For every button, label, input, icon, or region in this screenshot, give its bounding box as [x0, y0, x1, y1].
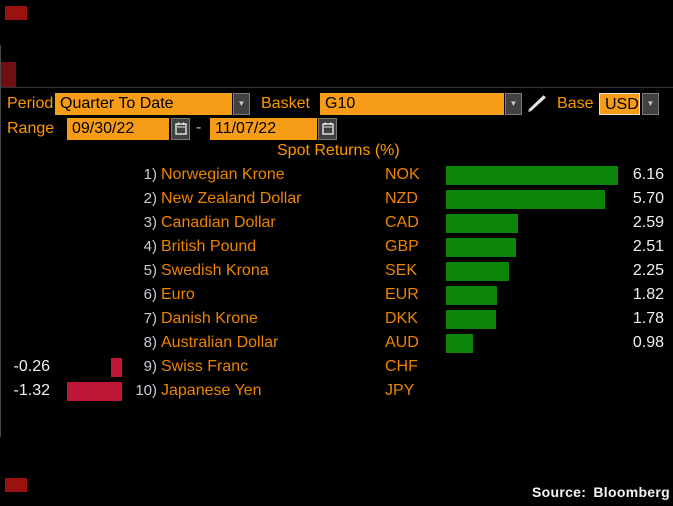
basket-select[interactable]: G10	[320, 93, 504, 115]
return-bar	[67, 382, 122, 401]
base-dropdown-arrow-icon[interactable]: ▼	[642, 93, 659, 115]
currency-name: British Pound	[161, 238, 257, 255]
return-value: 2.51	[632, 238, 664, 255]
base-label: Base	[557, 95, 594, 112]
currency-name: Swedish Krona	[161, 262, 269, 279]
row-number: 2)	[143, 190, 157, 207]
currency-code: CAD	[385, 214, 419, 231]
currency-code: GBP	[385, 238, 419, 255]
return-value: 1.78	[632, 310, 664, 327]
currency-name: Japanese Yen	[161, 382, 262, 399]
currency-code: NZD	[385, 190, 418, 207]
return-value: 0.98	[632, 334, 664, 351]
currency-row[interactable]: 10) Japanese Yen JPY -1.32	[0, 381, 673, 403]
currency-code: NOK	[385, 166, 420, 183]
period-label: Period	[7, 95, 54, 112]
currency-row[interactable]: 8) Australian Dollar AUD 0.98	[0, 333, 673, 355]
row-number: 4)	[143, 238, 157, 255]
currency-name: New Zealand Dollar	[161, 190, 302, 207]
currency-row[interactable]: 6) Euro EUR 1.82	[0, 285, 673, 307]
return-value: -1.32	[13, 382, 50, 399]
base-select[interactable]: USD	[599, 93, 640, 115]
currency-row[interactable]: 3) Canadian Dollar CAD 2.59	[0, 213, 673, 235]
period-dropdown-arrow-icon[interactable]: ▼	[233, 93, 250, 115]
currency-row[interactable]: 1) Norwegian Krone NOK 6.16	[0, 165, 673, 187]
currency-name: Danish Krone	[161, 310, 258, 327]
row-number: 8)	[143, 334, 157, 351]
row-number: 10)	[135, 382, 157, 399]
row-number: 7)	[143, 310, 157, 327]
return-bar	[446, 214, 518, 233]
return-value: 6.16	[632, 166, 664, 183]
range-start-input[interactable]: 09/30/22	[67, 118, 169, 140]
range-end-calendar-icon[interactable]	[318, 118, 337, 140]
currency-code: DKK	[385, 310, 418, 327]
range-separator: -	[196, 119, 202, 136]
terminal-red-marker-middle	[0, 62, 16, 87]
row-number: 5)	[143, 262, 157, 279]
range-start-calendar-icon[interactable]	[171, 118, 190, 140]
row-number: 9)	[143, 358, 157, 375]
return-bar	[446, 262, 509, 281]
return-bar	[446, 286, 497, 305]
row-number: 3)	[143, 214, 157, 231]
edit-pencil-icon[interactable]	[525, 93, 551, 120]
range-end-input[interactable]: 11/07/22	[210, 118, 317, 140]
currency-name: Australian Dollar	[161, 334, 279, 351]
currency-code: EUR	[385, 286, 419, 303]
range-label: Range	[7, 120, 55, 137]
currency-code: SEK	[385, 262, 418, 279]
return-bar	[111, 358, 122, 377]
currency-row[interactable]: 5) Swedish Krona SEK 2.25	[0, 261, 673, 283]
return-value: 2.59	[632, 214, 664, 231]
return-bar	[446, 334, 473, 353]
terminal-red-marker-top	[5, 6, 27, 20]
terminal-red-marker-bottom	[5, 478, 27, 492]
currency-code: CHF	[385, 358, 418, 375]
currency-row[interactable]: 9) Swiss Franc CHF -0.26	[0, 357, 673, 379]
return-value: 2.25	[632, 262, 664, 279]
return-bar	[446, 190, 605, 209]
row-number: 6)	[143, 286, 157, 303]
panel-left-border	[0, 45, 1, 437]
currency-row[interactable]: 4) British Pound GBP 2.51	[0, 237, 673, 259]
chart-title: Spot Returns (%)	[277, 142, 400, 159]
currency-code: JPY	[385, 382, 415, 399]
currency-name: Swiss Franc	[161, 358, 249, 375]
return-value: -0.26	[13, 358, 50, 375]
row-number: 1)	[143, 166, 157, 183]
currency-name: Norwegian Krone	[161, 166, 285, 183]
return-value: 1.82	[632, 286, 664, 303]
currency-code: AUD	[385, 334, 419, 351]
return-bar	[446, 166, 618, 185]
currency-row[interactable]: 2) New Zealand Dollar NZD 5.70	[0, 189, 673, 211]
currency-name: Canadian Dollar	[161, 214, 276, 231]
source-credit: Source: Bloomberg	[531, 484, 670, 500]
basket-dropdown-arrow-icon[interactable]: ▼	[505, 93, 522, 115]
currency-name: Euro	[161, 286, 195, 303]
basket-label: Basket	[261, 95, 310, 112]
return-bar	[446, 238, 516, 257]
panel-top-border	[0, 87, 673, 88]
currency-row[interactable]: 7) Danish Krone DKK 1.78	[0, 309, 673, 331]
period-select[interactable]: Quarter To Date	[55, 93, 232, 115]
return-bar	[446, 310, 496, 329]
return-value: 5.70	[632, 190, 664, 207]
